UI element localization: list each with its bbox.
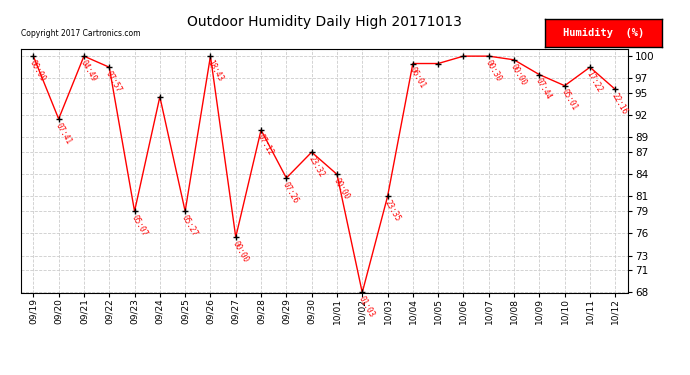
Text: Outdoor Humidity Daily High 20171013: Outdoor Humidity Daily High 20171013 (187, 15, 462, 29)
Text: 18:43: 18:43 (205, 58, 224, 83)
Text: 01:03: 01:03 (357, 295, 376, 319)
Text: 05:07: 05:07 (129, 213, 148, 238)
Text: 07:12: 07:12 (256, 132, 275, 157)
Text: 22:16: 22:16 (610, 92, 629, 116)
Text: Copyright 2017 Cartronics.com: Copyright 2017 Cartronics.com (21, 29, 140, 38)
Text: 00:30: 00:30 (484, 58, 503, 83)
Text: 05:01: 05:01 (560, 88, 579, 112)
Text: 06:01: 06:01 (408, 66, 427, 90)
Text: 00:00: 00:00 (332, 177, 351, 201)
Text: Humidity  (%): Humidity (%) (563, 28, 644, 38)
Text: 00:00: 00:00 (509, 62, 528, 87)
Text: 23:32: 23:32 (306, 154, 326, 179)
Text: 17:22: 17:22 (584, 69, 604, 94)
Text: 23:35: 23:35 (382, 199, 402, 223)
Text: 04:49: 04:49 (79, 58, 98, 83)
Text: 07:41: 07:41 (53, 121, 72, 146)
Text: 07:26: 07:26 (281, 180, 300, 205)
Text: 00:00: 00:00 (28, 58, 48, 83)
Text: 07:57: 07:57 (104, 69, 124, 94)
Text: 00:00: 00:00 (230, 239, 250, 264)
Text: 05:27: 05:27 (180, 213, 199, 238)
Text: 07:44: 07:44 (534, 77, 553, 101)
